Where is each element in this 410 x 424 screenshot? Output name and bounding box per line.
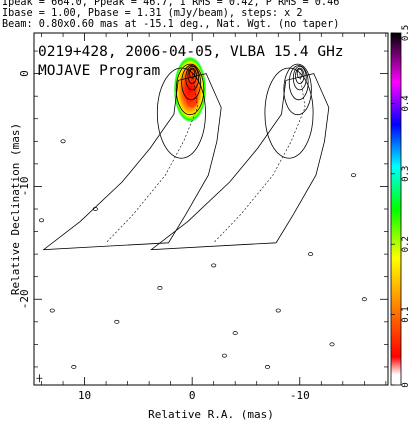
contour-level <box>156 67 206 159</box>
noise-contour <box>49 308 55 313</box>
x-tick-label: -10 <box>290 389 310 402</box>
x-tick-label: 0 <box>189 389 196 402</box>
panel-2-contours <box>150 63 330 251</box>
noise-contour <box>92 207 98 211</box>
noise-contour <box>221 353 227 358</box>
noise-contour <box>157 286 163 290</box>
noise-contour <box>71 364 77 369</box>
x-tick-label: 10 <box>78 389 91 402</box>
y-tick-label: -20 <box>18 289 31 309</box>
contour-level <box>181 65 201 101</box>
plot-subtitle: MOJAVE Program <box>38 63 160 79</box>
noise-contour <box>211 263 217 268</box>
noise-contour <box>264 364 271 369</box>
contour-level <box>189 68 196 79</box>
jet-ridge <box>105 73 198 244</box>
contour-level <box>295 67 305 84</box>
noise-contour <box>329 342 335 347</box>
noise-contour <box>275 308 281 313</box>
noise-contour <box>232 331 238 336</box>
contour-level <box>288 65 309 101</box>
colorbar-tick-label: 0.3 <box>401 166 410 182</box>
colorbar-tick-label: 0.1 <box>401 306 410 322</box>
noise-contour <box>307 252 314 257</box>
beam-cross-symbol <box>36 374 43 383</box>
header-line-1: Ipeak = 664.0, Ppeak = 46.7, I RMS = 0.4… <box>2 0 340 8</box>
noise-contour <box>351 173 357 178</box>
header-line-3: Beam: 0.80x0.60 mas at -15.1 deg., Nat. … <box>2 19 340 30</box>
x-axis-label: Relative R.A. (mas) <box>148 408 274 421</box>
colorbar-tick-label: 0.4 <box>401 95 410 111</box>
colorbar-tick-label: 0.5 <box>401 25 410 41</box>
y-tick-label: 0 <box>18 70 31 77</box>
contour-level <box>175 63 205 116</box>
noise-contour <box>114 319 120 324</box>
contour-level <box>296 68 303 79</box>
y-axis-label: Relative Declination (mas) <box>9 123 22 295</box>
panel-1-contours <box>42 63 222 251</box>
contour-envelope <box>42 73 222 251</box>
jet-ridge <box>213 73 306 244</box>
contour-level <box>187 67 197 84</box>
colorbar-tick-label: 0.2 <box>401 236 410 252</box>
colorbar-tick-label: 0 <box>401 382 410 387</box>
header-line-2: Ibase = 1.00, Pbase = 1.31 (mJy/beam), s… <box>2 8 303 19</box>
noise-contour <box>361 297 367 302</box>
colorbar <box>390 32 402 386</box>
contour-level <box>283 63 312 116</box>
contour-level <box>292 65 307 91</box>
y-tick-label: -10 <box>18 176 31 196</box>
noise-contour <box>38 218 45 223</box>
noise-contour <box>60 139 66 144</box>
contour-envelope <box>150 73 330 251</box>
plot-title: 0219+428, 2006-04-05, VLBA 15.4 GHz <box>38 44 344 60</box>
contour-level <box>185 65 200 91</box>
contour-level <box>264 67 314 159</box>
plot-frame <box>33 32 389 386</box>
